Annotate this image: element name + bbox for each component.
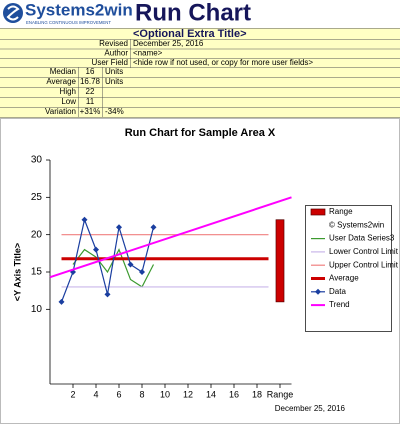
data-point bbox=[116, 224, 122, 231]
stat-value: 11 bbox=[86, 97, 95, 106]
chart-title: Run Chart for Sample Area X bbox=[125, 127, 276, 139]
stat-unit: Units bbox=[105, 77, 123, 86]
data-point bbox=[93, 246, 99, 253]
stat-label: Variation bbox=[45, 107, 76, 116]
legend-label: Lower Control Limit bbox=[329, 247, 399, 256]
legend-swatch bbox=[310, 208, 326, 216]
field-label: Revised bbox=[99, 39, 128, 48]
field-value: December 25, 2016 bbox=[133, 39, 204, 48]
extra-title: <Optional Extra Title> bbox=[133, 28, 247, 40]
x-tick-label: 14 bbox=[206, 389, 216, 399]
field-label: Author bbox=[104, 49, 128, 58]
stat-label: Average bbox=[46, 77, 76, 86]
legend-label: Range bbox=[329, 207, 353, 216]
x-tick-label: 16 bbox=[229, 389, 239, 399]
logo-text: Systems2win bbox=[25, 0, 133, 19]
x-tick-label: 8 bbox=[139, 389, 144, 399]
y-tick-label: 10 bbox=[31, 304, 43, 315]
logo-tagline: ENABLING CONTINUOUS IMPROVEMENT bbox=[26, 20, 111, 25]
legend-label: © Systems2win bbox=[329, 220, 384, 229]
legend-label: User Data Series3 bbox=[329, 234, 395, 243]
y-axis-title: <Y Axis Title> bbox=[12, 243, 22, 301]
x-tick-label: 6 bbox=[116, 389, 121, 399]
legend-label: Average bbox=[329, 274, 359, 283]
x-tick-label: 10 bbox=[160, 389, 170, 399]
y-tick-label: 15 bbox=[31, 267, 43, 278]
stat-unit: Units bbox=[105, 67, 123, 76]
field-value: <name> bbox=[133, 49, 163, 58]
stat-value: 16.78 bbox=[80, 77, 101, 86]
header-table bbox=[0, 28, 400, 118]
stat-unit: -34% bbox=[105, 107, 124, 116]
range-bar bbox=[275, 219, 285, 303]
logo-swirl bbox=[6, 5, 20, 21]
x-tick-label: 12 bbox=[183, 389, 193, 399]
page-title: Run Chart bbox=[135, 0, 251, 26]
data-point bbox=[139, 269, 145, 275]
legend bbox=[305, 205, 392, 332]
data-point bbox=[104, 291, 111, 298]
data-point bbox=[58, 298, 65, 305]
legend-label: Data bbox=[329, 287, 346, 296]
y-tick-label: 30 bbox=[31, 155, 43, 166]
data-point bbox=[150, 224, 157, 231]
x-tick-label: 18 bbox=[252, 389, 262, 399]
legend-label: Upper Control Limit bbox=[329, 260, 399, 269]
x-tick-label: 2 bbox=[70, 389, 75, 399]
legend-label: Trend bbox=[329, 300, 350, 309]
stat-label: Median bbox=[50, 67, 76, 76]
stat-value: 22 bbox=[86, 87, 95, 96]
y-tick-label: 25 bbox=[31, 192, 43, 203]
x-tick-label: Range bbox=[267, 389, 294, 399]
x-tick-label: 4 bbox=[93, 389, 98, 399]
chart-date: December 25, 2016 bbox=[275, 404, 346, 413]
y-tick-label: 20 bbox=[31, 229, 43, 240]
stat-value: +31% bbox=[80, 107, 101, 116]
series-line bbox=[49, 196, 292, 279]
field-value: <hide row if not used, or copy for more … bbox=[133, 58, 313, 67]
stat-label: High bbox=[60, 87, 76, 96]
field-label: User Field bbox=[92, 58, 128, 67]
stat-label: Low bbox=[61, 97, 76, 106]
data-point bbox=[81, 216, 88, 223]
data-point bbox=[127, 261, 134, 268]
stat-value: 16 bbox=[86, 67, 95, 76]
legend-marker bbox=[315, 288, 321, 295]
